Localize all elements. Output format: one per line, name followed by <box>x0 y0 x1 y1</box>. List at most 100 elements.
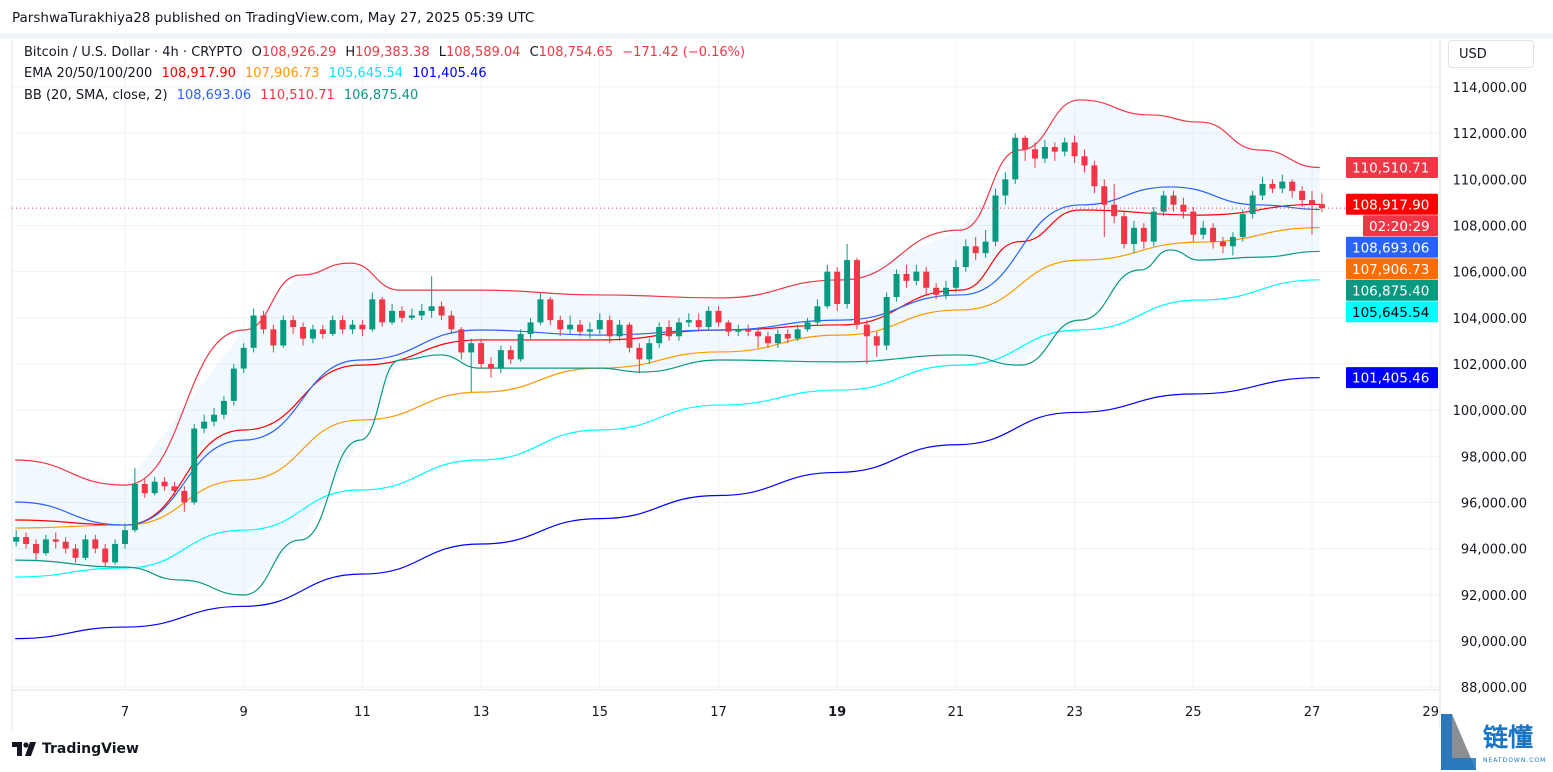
candle <box>646 338 653 364</box>
ema-title[interactable]: EMA 20/50/100/200 <box>24 66 153 81</box>
price-axis-label: 110,510.71 <box>1346 157 1438 179</box>
candle <box>82 534 89 561</box>
y-tick-label: 96,000.00 <box>1461 496 1527 511</box>
candle-body <box>1130 227 1137 244</box>
publisher-line: ParshwaTurakhiya28 published on TradingV… <box>12 10 535 26</box>
candle-body <box>1259 183 1266 196</box>
price-axis-label: 108,693.06 <box>1346 236 1438 258</box>
candle-body <box>636 347 643 360</box>
candle-body <box>1071 142 1078 157</box>
ema-legend: EMA 20/50/100/200 108,917.90 107,906.73 … <box>24 66 492 81</box>
close-value: 108,754.65 <box>538 45 614 60</box>
candle-body <box>487 363 494 369</box>
candle <box>428 276 435 318</box>
candle <box>755 327 762 348</box>
ema100-value: 105,645.54 <box>328 66 404 81</box>
close-label: C <box>529 45 539 60</box>
candle-body <box>418 310 425 316</box>
candle-body <box>1239 213 1246 238</box>
candle-body <box>1279 181 1286 189</box>
currency-button[interactable]: USD <box>1448 40 1534 68</box>
y-tick-label: 110,000.00 <box>1453 173 1527 188</box>
price-axis-label: 106,875.40 <box>1346 279 1438 301</box>
candle <box>577 320 584 337</box>
candle <box>359 320 366 337</box>
symbol-title[interactable]: Bitcoin / U.S. Dollar · 4h · CRYPTO <box>24 45 243 60</box>
candle-body <box>913 271 920 281</box>
candle-body <box>280 320 287 346</box>
price-label-bg <box>1346 157 1438 179</box>
x-tick-label: 19 <box>828 705 846 720</box>
low-label: L <box>438 45 446 60</box>
candle <box>201 414 208 434</box>
candle <box>517 329 524 362</box>
candle <box>834 267 841 311</box>
candle-body <box>42 539 49 554</box>
price-label-bg <box>1346 236 1438 258</box>
candle-body <box>567 324 574 330</box>
candle <box>656 322 663 348</box>
candle <box>250 308 257 353</box>
candle-body <box>428 306 435 311</box>
candle-body <box>448 315 455 330</box>
candle-body <box>181 490 188 503</box>
candle-body <box>656 327 663 344</box>
y-tick-label: 94,000.00 <box>1461 543 1527 558</box>
symbol-legend: Bitcoin / U.S. Dollar · 4h · CRYPTO O108… <box>24 45 750 60</box>
candle <box>191 423 198 505</box>
candle <box>112 539 119 565</box>
candle-body <box>972 246 979 254</box>
price-label-text: 105,645.54 <box>1352 305 1429 321</box>
candle <box>764 331 771 348</box>
candle-body <box>141 483 148 494</box>
candle-body <box>695 320 702 328</box>
candle <box>675 317 682 341</box>
candle <box>438 301 445 321</box>
svg-text:链懂: 链懂 <box>1483 723 1533 752</box>
candle <box>23 532 30 549</box>
candle <box>329 315 336 337</box>
price-label-text: 101,405.46 <box>1352 371 1429 387</box>
candle <box>408 308 415 321</box>
candle <box>1279 174 1286 194</box>
candle <box>349 320 356 334</box>
series-line-ema-200 <box>15 377 1320 640</box>
tradingview-wordmark: TradingView <box>42 741 139 757</box>
candle <box>1170 190 1177 212</box>
candle <box>527 317 534 339</box>
candle <box>92 534 99 554</box>
candle-body <box>398 310 405 318</box>
candle-body <box>161 481 168 487</box>
candle-body <box>933 287 940 295</box>
price-axis-label: 101,405.46 <box>1346 367 1438 389</box>
candle-body <box>1022 137 1029 150</box>
candle <box>943 280 950 300</box>
candle-body <box>300 327 307 339</box>
candle <box>32 539 39 561</box>
candle <box>1130 220 1137 254</box>
bb-upper-value: 110,510.71 <box>260 88 335 103</box>
candle <box>626 322 633 353</box>
price-label-bg <box>1346 301 1438 323</box>
x-tick-label: 25 <box>1185 705 1202 720</box>
candle <box>319 324 326 339</box>
x-tick-label: 15 <box>592 705 609 720</box>
bb-title[interactable]: BB (20, SMA, close, 2) <box>24 88 168 103</box>
candle-body <box>1289 181 1296 191</box>
candle <box>379 297 386 328</box>
candle-body <box>873 336 880 346</box>
y-tick-label: 92,000.00 <box>1461 589 1527 604</box>
high-label: H <box>345 45 356 60</box>
candle-body <box>151 481 158 494</box>
candle <box>547 297 554 325</box>
candle <box>982 230 989 258</box>
candle <box>181 486 188 512</box>
price-label-text: 108,917.90 <box>1352 197 1429 213</box>
tradingview-logo[interactable]: TradingView <box>12 741 139 757</box>
x-tick-label: 23 <box>1066 705 1083 720</box>
price-label-bg <box>1346 367 1438 389</box>
candle-body <box>438 306 445 316</box>
candle <box>586 322 593 339</box>
price-axis-label: 107,906.73 <box>1346 258 1438 280</box>
